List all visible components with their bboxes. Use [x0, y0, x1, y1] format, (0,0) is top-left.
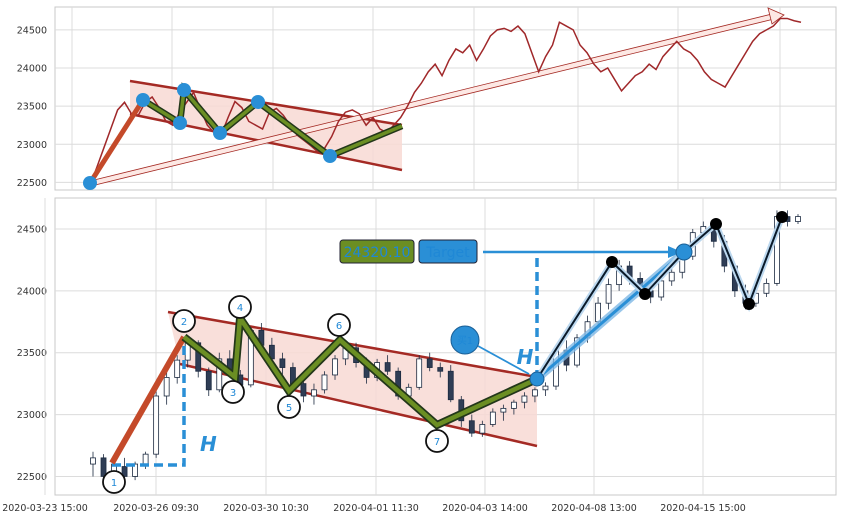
candle-body	[300, 383, 307, 397]
overview-pivot-dot	[323, 149, 337, 163]
candle-body	[489, 411, 496, 425]
candle-body	[163, 377, 170, 397]
zigzag-pivot-dot	[639, 288, 651, 300]
candle-body	[595, 302, 601, 323]
pivot-circle	[102, 470, 126, 494]
buy-marker-label: 买1	[457, 335, 473, 347]
candle-body	[795, 216, 801, 222]
overview-ytick-label: 24500	[17, 25, 47, 36]
price-box-label: 24320.10	[344, 245, 411, 261]
pivot-circle	[277, 395, 301, 419]
impulse-leg	[109, 335, 187, 465]
main-ytick-label: 23000	[17, 410, 47, 421]
candle-body	[195, 342, 202, 372]
pivot-number: 3	[230, 388, 236, 399]
pivot-number: 6	[336, 321, 342, 332]
pivot-number: 5	[286, 403, 292, 414]
overview-pivot-dot	[177, 83, 191, 97]
candle-body	[605, 284, 612, 304]
candle-body	[174, 359, 181, 378]
overview-ytick-label: 23500	[17, 102, 47, 113]
overview-pivot-dot	[251, 95, 265, 109]
overview-arrow-head	[767, 7, 785, 25]
main-channel-upper	[167, 310, 538, 379]
candle-body	[500, 407, 507, 413]
main-xtick-label: 2020-04-15 15:00	[660, 503, 746, 514]
pattern-line	[182, 311, 538, 428]
main-xtick-label: 2020-03-26 09:30	[113, 503, 199, 514]
pivot-number: 1	[111, 478, 117, 489]
main-xtick-label: 2020-04-08 13:00	[551, 503, 637, 514]
candle-body	[447, 370, 454, 401]
candle-body	[90, 457, 96, 465]
main-xtick-label: 2020-03-30 10:30	[223, 503, 309, 514]
measure-label-right: H	[517, 345, 534, 369]
candle-body	[763, 282, 770, 294]
overview-pivot-dot	[83, 176, 97, 190]
candle-body	[153, 395, 160, 455]
zigzag-pivot-dot	[776, 211, 788, 223]
main-ytick-label: 23500	[17, 348, 47, 359]
candle-body	[121, 466, 128, 477]
main-xtick-label: 2020-04-03 14:00	[442, 503, 528, 514]
candle-body	[658, 280, 665, 298]
overview-pivot-dot	[213, 126, 227, 140]
target-arrow-head	[668, 246, 682, 258]
pivot-circle	[221, 380, 245, 404]
candle-body	[426, 358, 433, 368]
pivot-number: 2	[181, 317, 187, 328]
main-xtick-label: 2020-03-23 15:00	[2, 503, 88, 514]
main-ytick-label: 24500	[17, 224, 47, 235]
overview-pivot-dot	[136, 93, 150, 107]
overview-price-line	[89, 17, 802, 186]
projection-leg	[536, 250, 685, 381]
main-ytick-label: 22500	[17, 472, 47, 483]
buy-marker	[450, 325, 480, 355]
candle-body	[311, 389, 317, 397]
candle-body	[668, 271, 675, 282]
candle-body	[216, 358, 223, 391]
zigzag-pivot-dot	[743, 298, 755, 310]
candle-body	[468, 420, 475, 434]
candle-body	[437, 367, 444, 372]
candle-body	[416, 358, 423, 388]
candle-body	[521, 395, 528, 403]
target-dot	[675, 243, 693, 261]
pivot-circle	[425, 429, 449, 453]
overview-ytick-label: 22500	[17, 178, 47, 189]
overview-ytick-label: 24000	[17, 64, 47, 75]
candle-body	[510, 401, 517, 409]
zigzag-pivot-dot	[606, 256, 618, 268]
candle-body	[532, 389, 538, 397]
pivot-circle	[327, 313, 351, 337]
main-ytick-label: 24000	[17, 286, 47, 297]
breakout-dot	[529, 371, 545, 387]
target-box	[418, 239, 478, 264]
candle-body	[142, 453, 149, 465]
candle-body	[479, 424, 486, 434]
measure-label-left: H	[200, 432, 217, 456]
price-box	[339, 239, 415, 264]
buy-pointer	[477, 345, 530, 375]
pivot-circle	[228, 295, 252, 319]
pivot-circle	[172, 309, 196, 333]
overview-pivot-dot	[173, 116, 187, 130]
pivot-number: 4	[237, 303, 243, 314]
candle-body	[384, 362, 391, 372]
overview-impulse-leg	[87, 98, 146, 185]
main-xtick-label: 2020-04-01 11:30	[333, 503, 419, 514]
overview-ytick-label: 23000	[17, 140, 47, 151]
candle-body	[279, 358, 286, 368]
zigzag-pivot-dot	[710, 218, 722, 230]
target-box-label: Target	[425, 245, 470, 261]
candle-body	[542, 385, 549, 391]
candle-body	[332, 358, 338, 376]
candle-body	[321, 374, 328, 391]
measure-dashed-left	[112, 340, 186, 467]
candle-body	[100, 457, 107, 477]
candle-body	[205, 370, 212, 391]
candle-body	[132, 463, 138, 477]
pivot-number: 7	[434, 437, 440, 448]
